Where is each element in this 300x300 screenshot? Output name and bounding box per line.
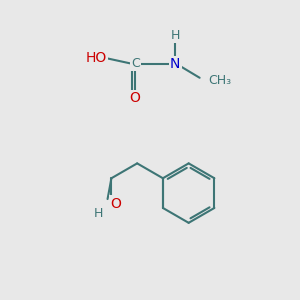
Text: N: N (170, 57, 181, 71)
Text: H: H (171, 29, 180, 42)
Text: HO: HO (86, 51, 107, 65)
Text: O: O (130, 91, 141, 105)
Text: H: H (93, 207, 103, 220)
Text: C: C (131, 57, 140, 70)
Text: O: O (110, 196, 121, 211)
Text: CH₃: CH₃ (208, 74, 231, 87)
